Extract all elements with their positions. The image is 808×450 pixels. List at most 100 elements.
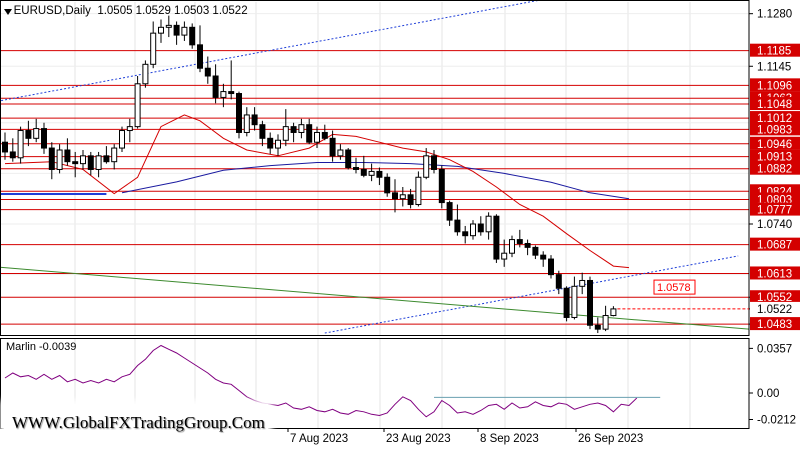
level-tag-label: 1.0613 (757, 268, 792, 280)
bull-candle (509, 239, 515, 254)
bull-candle (181, 26, 188, 36)
bear-candle (563, 287, 570, 318)
red-ma-line (4, 114, 630, 269)
bull-candle (243, 114, 250, 133)
bear-candle (462, 231, 469, 237)
bear-candle (48, 147, 55, 170)
bull-candle (95, 155, 102, 170)
level-tag (750, 290, 800, 304)
current-price-tag (750, 301, 800, 315)
panel-frames (0, 0, 750, 429)
bear-candle (173, 24, 180, 36)
bear-candle (524, 242, 531, 248)
level-tag (750, 161, 800, 175)
bull-candle (142, 63, 149, 85)
bear-candle (540, 254, 547, 260)
bear-candle (25, 130, 32, 139)
price-tick-label: 1.1145 (757, 61, 791, 73)
candles (2, 15, 617, 334)
bull-candle (423, 155, 430, 178)
level-tag-label: 1.0983 (757, 124, 792, 136)
bull-candle (134, 83, 141, 128)
level-tag-label: 1.0913 (757, 152, 792, 164)
oscillator-title: Marlin -0.0039 (6, 341, 76, 353)
bull-candle (80, 155, 86, 165)
level-tag (750, 266, 800, 280)
bull-candle (571, 285, 578, 318)
bull-candle (470, 223, 476, 237)
bear-candle (41, 128, 47, 149)
level-tag (750, 136, 800, 150)
level-tag (750, 111, 800, 125)
bull-candle (610, 308, 617, 317)
watermark: WWW.GlobalFXTradingGroup.Com (4, 404, 268, 442)
bear-candle (103, 155, 110, 163)
bear-candle (329, 137, 336, 157)
bear-candle (446, 202, 453, 221)
time-tick-label: 8 Sep 2023 (480, 433, 539, 445)
oscillator-name: Marlin (6, 341, 36, 353)
bear-candle (2, 141, 8, 153)
bull-candle (602, 315, 609, 330)
oscillator-lines (4, 344, 661, 418)
bull-candle (158, 26, 164, 34)
channel-line (0, 0, 544, 102)
oscillator-line (4, 344, 638, 418)
price-annotation: 1.0578 (653, 279, 696, 295)
level-tag-label: 1.0483 (757, 319, 792, 331)
bear-candle (555, 274, 562, 289)
level-tag-label: 1.0777 (757, 205, 792, 217)
bear-candle (197, 44, 203, 69)
bear-candle (345, 149, 352, 169)
level-tag-label: 1.0946 (757, 139, 792, 151)
price-tick-label: 1.0740 (757, 219, 792, 231)
bull-candle (399, 194, 406, 200)
level-tag-label: 1.0552 (757, 292, 792, 304)
level-tag (750, 122, 800, 136)
bear-candle (212, 75, 219, 98)
bull-candle (33, 128, 40, 139)
bull-candle (17, 130, 24, 159)
bear-candle (321, 131, 328, 139)
time-tick-label: 26 Sep 2023 (578, 433, 643, 445)
bear-candle (594, 324, 601, 330)
level-tag (750, 78, 800, 92)
bull-candle (368, 170, 375, 176)
bull-candle (298, 124, 305, 133)
oscillator-value: -0.0039 (39, 341, 77, 353)
bull-candle (150, 32, 157, 65)
bear-candle (532, 246, 539, 256)
time-axis: 7 Aug 2023 23 Aug 2023 8 Sep 2023 26 Sep 20… (287, 428, 643, 445)
bear-candle (384, 176, 391, 194)
watermark-text: WWW.GlobalFXTradingGroup.Com (12, 413, 265, 432)
bear-candle (236, 93, 242, 133)
bull-candle (579, 279, 586, 287)
bull-candle (220, 91, 227, 98)
bear-candle (392, 192, 398, 200)
bear-candle (72, 161, 79, 165)
bear-candle (290, 126, 297, 133)
time-tick-label: 23 Aug 2023 (386, 433, 451, 445)
bull-candle (165, 24, 172, 28)
level-tag-label: 1.1185 (757, 46, 791, 58)
level-tag-label: 1.1012 (757, 113, 792, 125)
bear-candle (493, 215, 500, 260)
level-tag (750, 237, 800, 251)
bear-candle (376, 170, 383, 178)
bull-candle (282, 126, 289, 141)
bear-candle (306, 124, 313, 143)
bull-candle (485, 215, 492, 233)
level-tag (750, 43, 800, 57)
bear-candle (353, 167, 359, 170)
bear-candle (251, 114, 258, 126)
price-axis: 1.12801.11451.07401.11851.10961.10631.10… (617, 9, 800, 427)
level-tag-label: 1.0687 (757, 240, 792, 252)
trend-and-ma-lines (0, 0, 750, 334)
bear-candle (516, 239, 523, 244)
level-tag (750, 97, 800, 111)
current-price-label: 1.0522 (757, 304, 792, 316)
bear-candle (9, 151, 16, 159)
bear-candle (228, 91, 235, 95)
bull-candle (111, 147, 118, 163)
